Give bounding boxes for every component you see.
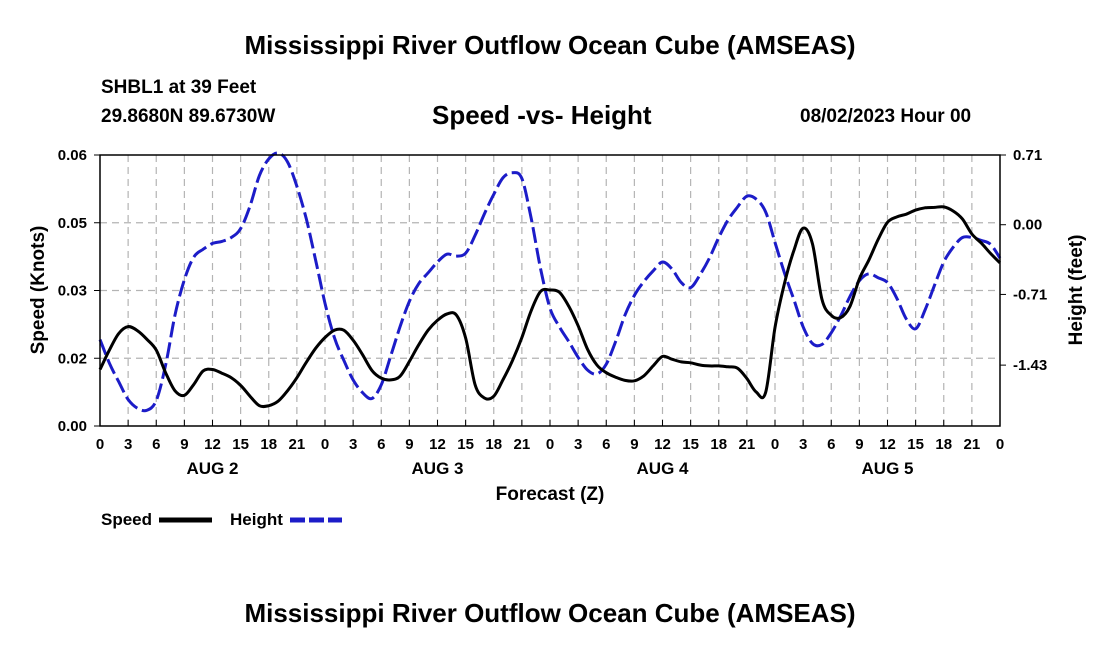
speed-series-line bbox=[98, 205, 1002, 409]
x-tick-label: 3 bbox=[574, 436, 582, 453]
x-tick-label: 18 bbox=[935, 436, 952, 453]
station-label: SHBL1 at 39 Feet bbox=[101, 77, 257, 98]
x-tick-label: 18 bbox=[260, 436, 277, 453]
day-label: AUG 3 bbox=[412, 459, 464, 478]
axis-layer: 0 3 6 9 12 15 18 21 0 3 6 9 12 15 18 21 0 3 6 9 12 15 18 21 0 3 6 9… bbox=[58, 147, 1047, 478]
x-tick-label: 0 bbox=[771, 436, 779, 453]
right-tick-label: -0.71 bbox=[1013, 286, 1047, 303]
legend-height-label: Height bbox=[230, 510, 283, 529]
x-tick-label: 6 bbox=[152, 436, 160, 453]
chart-subtitle: Speed -vs- Height bbox=[432, 100, 652, 130]
legend-speed-label: Speed bbox=[101, 510, 152, 529]
day-label: AUG 4 bbox=[637, 459, 690, 478]
x-tick-label: 3 bbox=[799, 436, 807, 453]
x-tick-label: 12 bbox=[429, 436, 446, 453]
main-title: Mississippi River Outflow Ocean Cube (AM… bbox=[244, 30, 856, 60]
x-tick-label: 21 bbox=[964, 436, 981, 453]
x-axis-label: Forecast (Z) bbox=[496, 484, 605, 505]
bottom-title: Mississippi River Outflow Ocean Cube (AM… bbox=[244, 598, 856, 628]
left-tick-label: 0.06 bbox=[58, 147, 87, 164]
right-tick-label: 0.00 bbox=[1013, 217, 1042, 234]
series-layer bbox=[98, 151, 1002, 413]
x-tick-label: 9 bbox=[855, 436, 863, 453]
x-tick-label: 15 bbox=[682, 436, 699, 453]
coordinates-label: 29.8680N 89.6730W bbox=[101, 106, 276, 127]
right-tick-label: 0.71 bbox=[1013, 147, 1042, 164]
x-tick-label: 0 bbox=[546, 436, 554, 453]
right-axis-label: Height (feet) bbox=[1066, 235, 1087, 346]
x-tick-label: 3 bbox=[124, 436, 132, 453]
x-tick-label: 9 bbox=[180, 436, 188, 453]
legend: Speed Height bbox=[101, 510, 342, 529]
left-tick-label: 0.02 bbox=[58, 350, 87, 367]
x-tick-label: 6 bbox=[827, 436, 835, 453]
right-tick-label: -1.43 bbox=[1013, 357, 1047, 374]
x-tick-label: 15 bbox=[232, 436, 249, 453]
x-tick-label: 9 bbox=[405, 436, 413, 453]
x-tick-label: 9 bbox=[630, 436, 638, 453]
x-tick-label: 3 bbox=[349, 436, 357, 453]
x-tick-label: 15 bbox=[457, 436, 474, 453]
x-tick-label: 0 bbox=[321, 436, 329, 453]
x-tick-label: 21 bbox=[739, 436, 756, 453]
x-tick-label: 18 bbox=[485, 436, 502, 453]
height-series-line bbox=[98, 151, 1002, 413]
left-axis-label: Speed (Knots) bbox=[28, 226, 49, 355]
left-tick-label: 0.03 bbox=[58, 283, 87, 300]
x-tick-label: 12 bbox=[654, 436, 671, 453]
x-tick-label: 15 bbox=[907, 436, 924, 453]
day-label: AUG 5 bbox=[862, 459, 914, 478]
x-tick-label: 0 bbox=[96, 436, 104, 453]
x-tick-label: 6 bbox=[602, 436, 610, 453]
x-tick-label: 21 bbox=[289, 436, 306, 453]
left-tick-label: 0.05 bbox=[58, 215, 87, 232]
x-tick-label: 12 bbox=[204, 436, 221, 453]
x-tick-label: 12 bbox=[879, 436, 896, 453]
x-tick-label: 6 bbox=[377, 436, 385, 453]
day-label: AUG 2 bbox=[187, 459, 239, 478]
x-tick-label: 21 bbox=[514, 436, 531, 453]
left-tick-label: 0.00 bbox=[58, 418, 87, 435]
forecast-datestamp: 08/02/2023 Hour 00 bbox=[800, 106, 972, 127]
x-tick-label: 0 bbox=[996, 436, 1004, 453]
x-tick-label: 18 bbox=[710, 436, 727, 453]
